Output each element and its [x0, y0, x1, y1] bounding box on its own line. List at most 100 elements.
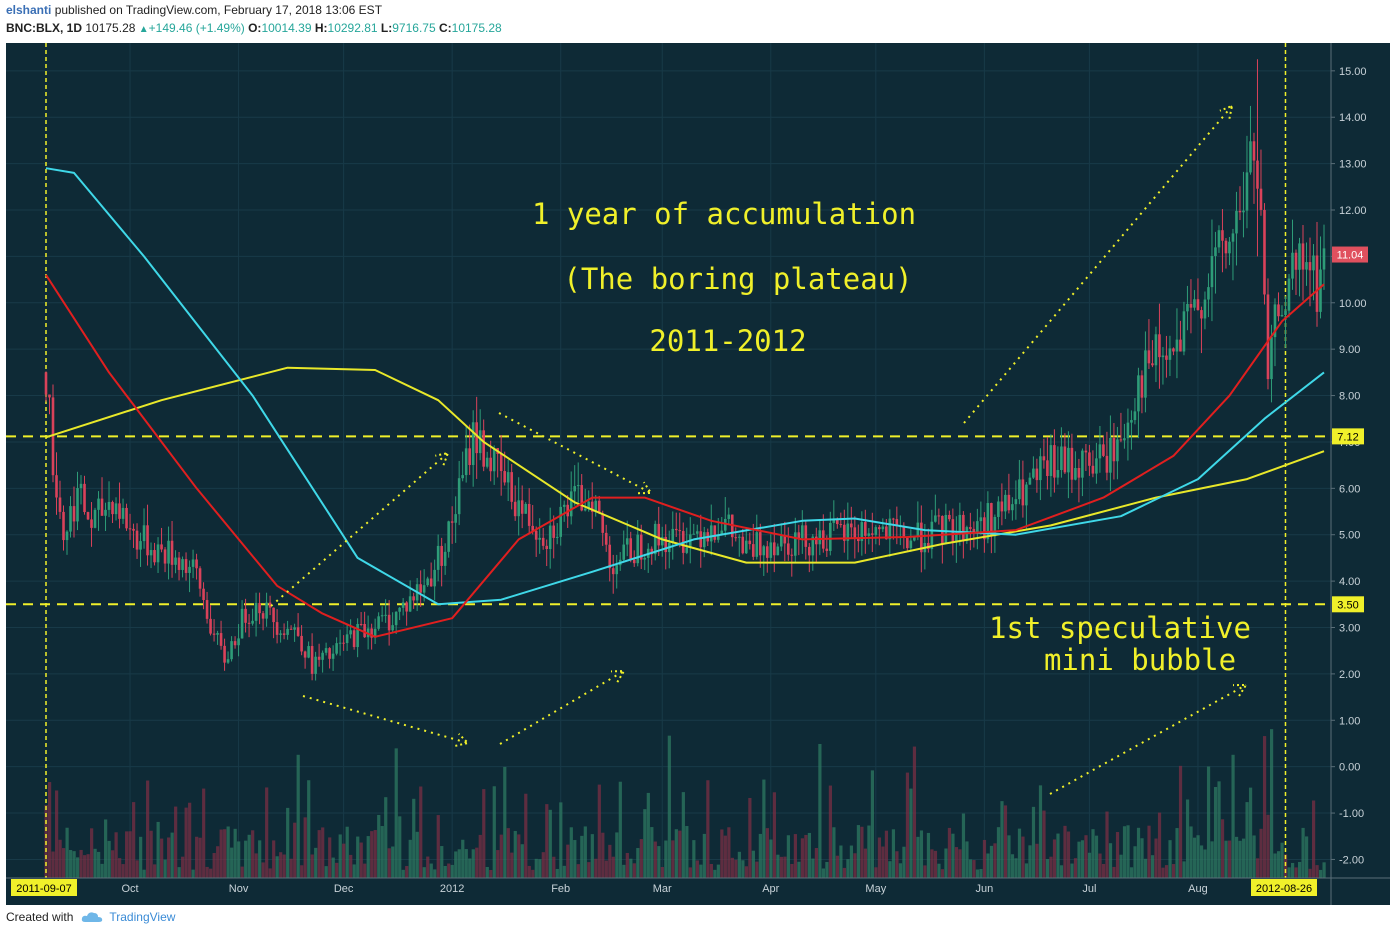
- volume-bar: [233, 828, 237, 878]
- time-axis[interactable]: Oct Nov Dec 2012 Feb Mar Apr May Jun Jul Aug: [6, 877, 1390, 895]
- volume-bar: [48, 782, 52, 878]
- volume-bar: [356, 836, 360, 878]
- moving-averages: [45, 167, 1325, 638]
- candle-body: [90, 519, 93, 528]
- candle-body: [818, 530, 822, 545]
- candle-body: [1235, 210, 1238, 234]
- candle-body: [587, 501, 591, 509]
- axis-markers: 2011-09-07 2012-08-26 7.12 3.50 11.04: [11, 246, 1368, 896]
- ohlc-legend: BNC:BLX, 1D 10175.28 ▲+149.46 (+1.49%) O…: [6, 21, 502, 35]
- candle-body: [716, 534, 720, 540]
- candle-body: [836, 518, 839, 525]
- volume-bar: [216, 846, 220, 878]
- volume-bar: [321, 827, 325, 878]
- volume-bar: [510, 852, 514, 878]
- candle-body: [331, 653, 335, 659]
- candle-body: [1312, 255, 1315, 271]
- volume-bar: [328, 837, 332, 878]
- volume-bar: [104, 819, 108, 878]
- volume-bar: [688, 867, 692, 878]
- candle-body: [1095, 458, 1098, 474]
- dotted-arrow-line: [1049, 684, 1247, 795]
- volume-bar: [97, 851, 101, 878]
- candle-body: [934, 515, 937, 522]
- volume-bar: [706, 780, 710, 878]
- volume-bar: [279, 852, 283, 878]
- volume-bar: [503, 766, 507, 878]
- candle-body: [156, 544, 160, 563]
- candle-body: [83, 483, 86, 513]
- high-value: 10292.81: [327, 21, 378, 35]
- candle-body: [534, 530, 538, 540]
- candle-body: [597, 500, 601, 514]
- price-tick-label: 4.00: [1339, 576, 1360, 588]
- volume-bar: [979, 869, 983, 878]
- candle-body: [457, 478, 461, 515]
- volume-bar: [695, 860, 699, 878]
- candle-body: [1196, 299, 1200, 311]
- volume-bar: [867, 825, 871, 878]
- candle-body: [1284, 310, 1287, 315]
- volume-bar: [496, 850, 500, 878]
- volume-bar: [587, 862, 591, 878]
- volume-bar: [1168, 840, 1172, 878]
- candle-body: [962, 514, 965, 541]
- candle-body: [860, 522, 864, 542]
- candle-body: [1298, 243, 1301, 270]
- candle-body: [1214, 247, 1217, 257]
- tradingview-link[interactable]: TradingView: [109, 910, 176, 924]
- volume-bar: [1206, 766, 1211, 878]
- candle-body: [1081, 450, 1084, 478]
- volume-bar: [653, 841, 657, 878]
- candle-body: [920, 522, 923, 553]
- candle-body: [1165, 355, 1168, 360]
- candle-body: [51, 397, 55, 476]
- volume-bar: [856, 825, 861, 878]
- volume-bar: [422, 867, 426, 878]
- volume-bar: [594, 858, 598, 878]
- candle-body: [779, 536, 783, 547]
- price-tick-label: 13.00: [1339, 159, 1367, 171]
- volume-bar: [863, 848, 868, 878]
- volume-bar: [1213, 787, 1218, 878]
- price-tick-label: 10.00: [1339, 298, 1367, 310]
- candle-body: [1039, 456, 1042, 481]
- price-chart[interactable]: 1 year of accumulation (The boring plate…: [6, 43, 1390, 905]
- candle-body: [254, 603, 258, 621]
- volume-bar: [100, 863, 104, 878]
- author-link[interactable]: elshanti: [6, 3, 52, 17]
- volume-bar: [919, 830, 924, 878]
- candle-body: [811, 536, 815, 556]
- candle-body: [100, 498, 104, 516]
- candle-body: [513, 501, 517, 517]
- volume-bar: [569, 827, 573, 878]
- candle-body: [527, 503, 531, 526]
- volume-bar: [975, 869, 980, 878]
- candle-body: [1249, 141, 1252, 173]
- volume-bar: [559, 802, 563, 878]
- volume-bar: [1140, 838, 1144, 878]
- volume-bar: [1042, 810, 1046, 878]
- candle-body: [149, 550, 153, 556]
- price-axis[interactable]: 15.0014.0013.0012.0011.0010.009.008.007.…: [1330, 43, 1367, 905]
- volume-bar: [573, 840, 577, 878]
- candle-body: [258, 603, 261, 614]
- candle-body: [1228, 241, 1231, 254]
- last-price-badge: [1332, 246, 1368, 263]
- last-price-label: 11.04: [1337, 250, 1364, 262]
- volume-bar: [1294, 867, 1298, 878]
- volume-bar: [307, 780, 311, 878]
- candle-body: [1151, 363, 1154, 366]
- volume-bar: [860, 826, 864, 878]
- candle-body: [1319, 269, 1322, 312]
- candle-body: [104, 509, 107, 516]
- candle-body: [188, 566, 191, 573]
- volume-bar: [1154, 838, 1158, 878]
- candle-body: [1259, 188, 1263, 210]
- candle-body: [1287, 278, 1291, 311]
- candle-body: [1021, 479, 1025, 506]
- candle-body: [461, 475, 464, 479]
- candle-body: [1123, 438, 1126, 441]
- candle-body: [664, 536, 668, 553]
- candle-body: [829, 522, 832, 551]
